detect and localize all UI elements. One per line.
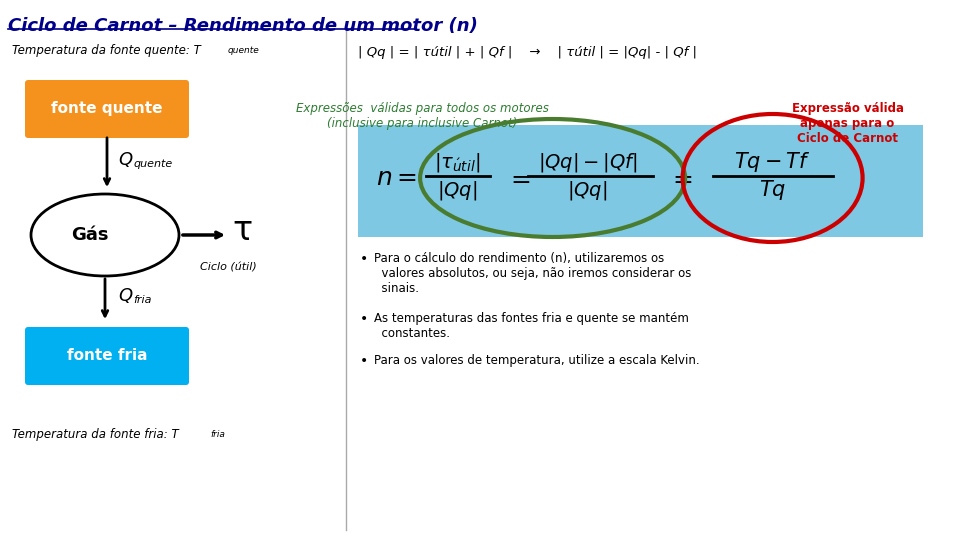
Text: As temperaturas das fontes fria e quente se mantém
  constantes.: As temperaturas das fontes fria e quente… [373, 312, 688, 340]
Text: fonte quente: fonte quente [51, 102, 163, 117]
Ellipse shape [31, 194, 179, 276]
Text: $|Qq|$: $|Qq|$ [438, 179, 478, 201]
Text: Temperatura da fonte quente: T: Temperatura da fonte quente: T [12, 44, 201, 57]
Text: Expressão válida
apenas para o
Ciclo de Carnot: Expressão válida apenas para o Ciclo de … [792, 102, 903, 145]
Text: τ: τ [232, 213, 252, 246]
Text: fria: fria [210, 430, 225, 439]
Text: Expressões  válidas para todos os motores
(inclusive para inclusive Carnot): Expressões válidas para todos os motores… [297, 102, 549, 130]
Text: Para o cálculo do rendimento (n), utilizaremos os
  valores absolutos, ou seja, : Para o cálculo do rendimento (n), utiliz… [373, 252, 691, 295]
Text: $|Qq|-|Qf|$: $|Qq|-|Qf|$ [538, 151, 637, 173]
Text: $Tq-Tf$: $Tq-Tf$ [734, 150, 811, 174]
Text: Q: Q [118, 151, 132, 169]
Text: •: • [360, 354, 368, 368]
Text: $|\tau_{\mathit{\acute{u}til}}|$: $|\tau_{\mathit{\acute{u}til}}|$ [434, 151, 481, 173]
Text: fonte fria: fonte fria [67, 348, 147, 363]
Text: $|Qq|$: $|Qq|$ [567, 179, 608, 201]
Text: quente: quente [228, 46, 260, 55]
Text: quente: quente [133, 159, 172, 169]
Text: Ciclo de Carnot – Rendimento de um motor (n): Ciclo de Carnot – Rendimento de um motor… [8, 17, 478, 35]
Text: $=$: $=$ [506, 166, 531, 190]
FancyBboxPatch shape [357, 125, 923, 237]
Text: •: • [360, 312, 368, 326]
Text: $n =$: $n =$ [375, 166, 417, 190]
Text: Ciclo (útil): Ciclo (útil) [200, 263, 256, 273]
Text: Gás: Gás [71, 226, 108, 244]
FancyBboxPatch shape [25, 80, 189, 138]
FancyBboxPatch shape [25, 327, 189, 385]
Text: fria: fria [133, 295, 152, 305]
Text: Para os valores de temperatura, utilize a escala Kelvin.: Para os valores de temperatura, utilize … [373, 354, 699, 367]
Text: $=$: $=$ [667, 166, 693, 190]
Text: Temperatura da fonte fria: T: Temperatura da fonte fria: T [12, 428, 179, 441]
Text: $Tq$: $Tq$ [759, 178, 786, 202]
Text: Q: Q [118, 287, 132, 305]
Text: | Qq | = | τútil | + | Qf |    →    | τútil | = |Qq| - | Qf |: | Qq | = | τútil | + | Qf | → | τútil | … [357, 46, 697, 59]
Text: •: • [360, 252, 368, 266]
